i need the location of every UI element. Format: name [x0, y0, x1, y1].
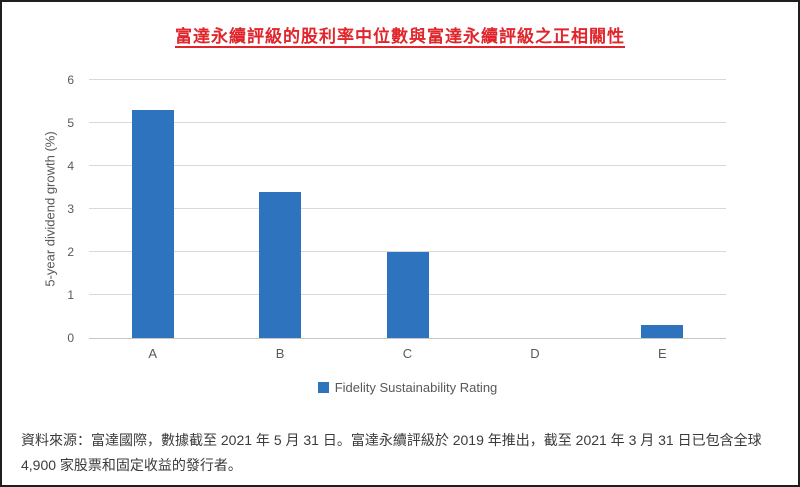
page-title: 富達永續評級的股利率中位數與富達永續評級之正相關性 [175, 27, 625, 46]
x-category-label-c: C [402, 346, 413, 361]
bar-e [641, 325, 684, 338]
gridline-y2 [89, 251, 726, 252]
legend-swatch-icon [317, 382, 329, 393]
plot-area [89, 79, 726, 339]
source-note: 資料來源：富達國際，數據截至 2021 年 5 月 31 日。富達永續評級於 2… [21, 432, 762, 473]
x-category-label-e: E [657, 346, 667, 361]
gridline-y6 [89, 79, 726, 80]
bar-a [131, 110, 174, 338]
chart-legend: Fidelity Sustainability Rating [89, 380, 726, 395]
y-tick-label-4: 4 [67, 159, 74, 173]
x-category-label-b: B [275, 346, 285, 361]
bar-c [386, 252, 429, 338]
y-tick-label-2: 2 [67, 245, 74, 259]
gridline-y0 [89, 338, 726, 339]
y-tick-label-5: 5 [67, 116, 74, 130]
y-tick-label-6: 6 [67, 73, 74, 87]
y-tick-label-1: 1 [67, 288, 74, 302]
gridline-y3 [89, 208, 726, 209]
legend-label: Fidelity Sustainability Rating [334, 380, 498, 395]
bar-b [259, 192, 302, 338]
gridline-y5 [89, 122, 726, 123]
y-tick-label-3: 3 [67, 202, 74, 216]
gridline-y4 [89, 165, 726, 166]
y-tick-label-0: 0 [67, 331, 74, 345]
x-category-label-a: A [148, 346, 158, 361]
x-category-label-d: D [530, 346, 540, 361]
